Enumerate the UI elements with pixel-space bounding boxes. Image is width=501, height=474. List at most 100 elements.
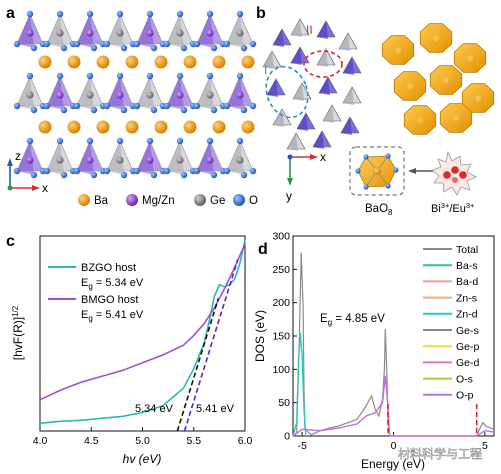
dos-zn-d-curve	[292, 332, 307, 437]
panel-c-y-axis-label: [hvF(R)]1/2	[11, 305, 25, 360]
polyhedron-face	[17, 141, 34, 175]
polyhedron-face	[227, 14, 244, 48]
polyhedron-face	[197, 141, 214, 175]
o-atom	[56, 137, 64, 145]
panel-d-x-axis-label: Energy (eV)	[361, 457, 425, 471]
legend-o-label: O	[249, 195, 258, 207]
x-tick-label: -5	[297, 440, 306, 452]
tetrahedron-face	[339, 33, 350, 51]
o-atom	[43, 167, 51, 175]
tetrahedron-face	[291, 47, 302, 65]
tetrahedron-face	[273, 29, 284, 47]
panel-d-letter: d	[258, 241, 268, 258]
x-tick-label: 0	[391, 440, 397, 452]
cation-atom	[86, 29, 94, 37]
o-atom	[193, 102, 201, 110]
o-atom	[249, 40, 257, 48]
o-atom	[176, 10, 184, 18]
o-atom	[240, 44, 248, 52]
panel-c-series	[39, 239, 246, 432]
o-atom	[56, 10, 64, 18]
o-atom	[223, 40, 231, 48]
legend-label-ge-s: Ge-s	[456, 325, 479, 337]
y-tick-label: 150	[272, 331, 290, 343]
polyhedron-face	[137, 141, 154, 175]
panel-b-axes-icon: x y	[286, 150, 326, 203]
panel-d-legend: Total Ba-s Ba-d Zn-s Zn-d Ge-s Ge-p Ge-d O-s O-p	[423, 244, 480, 402]
x-tick-label: 6.0	[238, 435, 253, 447]
panel-b-framework	[262, 18, 362, 151]
bao8-label: BaO8	[365, 203, 393, 217]
tetrahedron-face	[313, 131, 324, 149]
o-atom	[163, 167, 171, 175]
o-atom	[43, 40, 51, 48]
panel-a-letter: a	[6, 5, 15, 22]
o-atom	[210, 106, 218, 114]
o-atom	[236, 10, 244, 18]
tetrahedron-face	[273, 109, 284, 127]
tetrahedron-face	[341, 117, 352, 135]
o-atom	[133, 167, 141, 175]
o-atom	[163, 102, 171, 110]
ba-center	[417, 117, 423, 123]
o-atom	[249, 167, 257, 175]
polyhedron-face	[47, 14, 64, 48]
ba-atom	[67, 120, 81, 134]
ba-atom	[38, 120, 52, 134]
o-atom	[206, 72, 214, 80]
legend-label-ge-d: Ge-d	[456, 357, 480, 369]
panel-b-bao8-network	[381, 23, 495, 135]
site-ii-label: II	[306, 23, 313, 37]
tetrahedron-face	[291, 19, 302, 37]
polyhedron-face	[47, 76, 64, 110]
o-atom	[13, 102, 21, 110]
ba-center	[433, 35, 439, 41]
y-tick-label: 50	[278, 397, 290, 409]
cation-atom	[116, 91, 124, 99]
ba-center	[443, 77, 449, 83]
legend-bzgo-label: BZGO host	[81, 262, 136, 274]
x-tick-label: 4.0	[33, 435, 48, 447]
bzgo-tangent	[176, 298, 220, 432]
tetrahedron-face	[287, 133, 298, 151]
ba-atom	[212, 120, 226, 134]
o-atom	[176, 72, 184, 80]
ba-atom	[212, 55, 226, 69]
tetrahedron-face	[297, 113, 308, 131]
panel-a-crystal-structure	[13, 10, 257, 179]
o-atom	[150, 106, 158, 114]
polyhedron-face	[17, 76, 34, 110]
o-atom	[60, 44, 68, 52]
panel-c-letter: c	[6, 233, 15, 250]
tetrahedron-face	[263, 51, 274, 69]
ba-center	[467, 55, 473, 61]
o-atom	[146, 72, 154, 80]
cation-atom	[236, 29, 244, 37]
bandgap-label: Eg = 4.85 eV	[320, 313, 385, 327]
tetrahedron-face	[317, 21, 328, 39]
o-atom	[90, 44, 98, 52]
panel-d-y-axis-label: DOS (eV)	[253, 310, 267, 362]
cation-atom	[206, 91, 214, 99]
watermark: 材料科学与工程	[398, 446, 482, 461]
ba-center	[475, 95, 481, 101]
legend-mgzn-label: Mg/Zn	[142, 195, 175, 207]
polyhedron-face	[137, 76, 154, 110]
o-atom	[90, 106, 98, 114]
o-atom	[73, 40, 81, 48]
ba-atom	[125, 120, 139, 134]
cation-atom	[176, 91, 184, 99]
cation-atom	[236, 156, 244, 164]
cation-atom	[116, 156, 124, 164]
o-atom	[26, 137, 34, 145]
o-atom	[90, 171, 98, 179]
cation-atom	[56, 29, 64, 37]
legend-label-ge-p: Ge-p	[456, 341, 480, 353]
tetrahedron-face	[317, 49, 328, 67]
tetrahedron-face	[293, 83, 304, 101]
polyhedron-face	[107, 14, 124, 48]
o-atom	[30, 171, 38, 179]
o-atom	[120, 44, 128, 52]
